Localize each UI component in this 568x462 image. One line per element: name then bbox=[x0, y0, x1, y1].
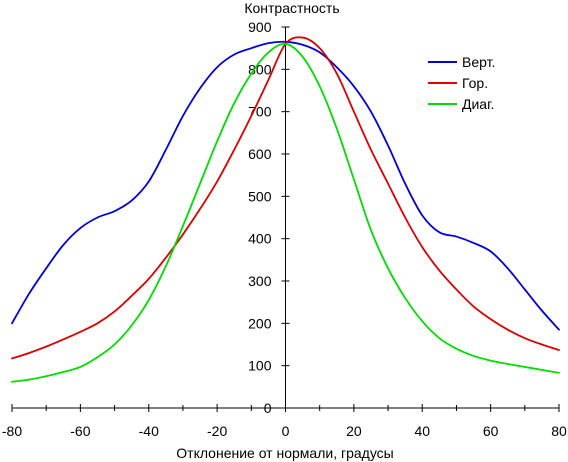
series-line-3 bbox=[11, 42, 560, 383]
y-tick-label: 700 bbox=[248, 104, 272, 120]
y-tick-label: 500 bbox=[248, 188, 272, 204]
y-tick-label: 800 bbox=[248, 61, 272, 77]
y-tick-label: 200 bbox=[248, 315, 272, 331]
series-line-1 bbox=[11, 40, 560, 331]
x-tick-label: 60 bbox=[483, 423, 499, 439]
y-tick-label: 900 bbox=[248, 19, 272, 35]
y-tick-label: 100 bbox=[248, 358, 272, 374]
legend-label: Диаг. bbox=[462, 96, 494, 112]
x-tick-label: 40 bbox=[414, 423, 430, 439]
legend-label: Гор. bbox=[462, 75, 488, 91]
plot-series bbox=[11, 36, 560, 383]
x-tick-label: 80 bbox=[551, 423, 567, 439]
x-tick-label: 20 bbox=[346, 423, 362, 439]
x-tick-label: -80 bbox=[2, 423, 22, 439]
y-tick-label: 400 bbox=[248, 231, 272, 247]
y-tick-label: 600 bbox=[248, 146, 272, 162]
x-axis-label: Отклонение от нормали, градусы bbox=[176, 445, 393, 461]
legend: Верт. Гор. Диаг. bbox=[428, 54, 495, 112]
x-tick-label: -20 bbox=[207, 423, 227, 439]
legend-label: Верт. bbox=[462, 54, 495, 70]
x-tick-label: -40 bbox=[139, 423, 159, 439]
chart-title: Контрастность bbox=[244, 0, 339, 16]
y-tick-label: 300 bbox=[248, 273, 272, 289]
x-axis: -80 -60 -40 -20 0 20 40 60 80 bbox=[2, 404, 567, 439]
x-tick-label: 0 bbox=[282, 423, 290, 439]
x-tick-label: -60 bbox=[70, 423, 90, 439]
